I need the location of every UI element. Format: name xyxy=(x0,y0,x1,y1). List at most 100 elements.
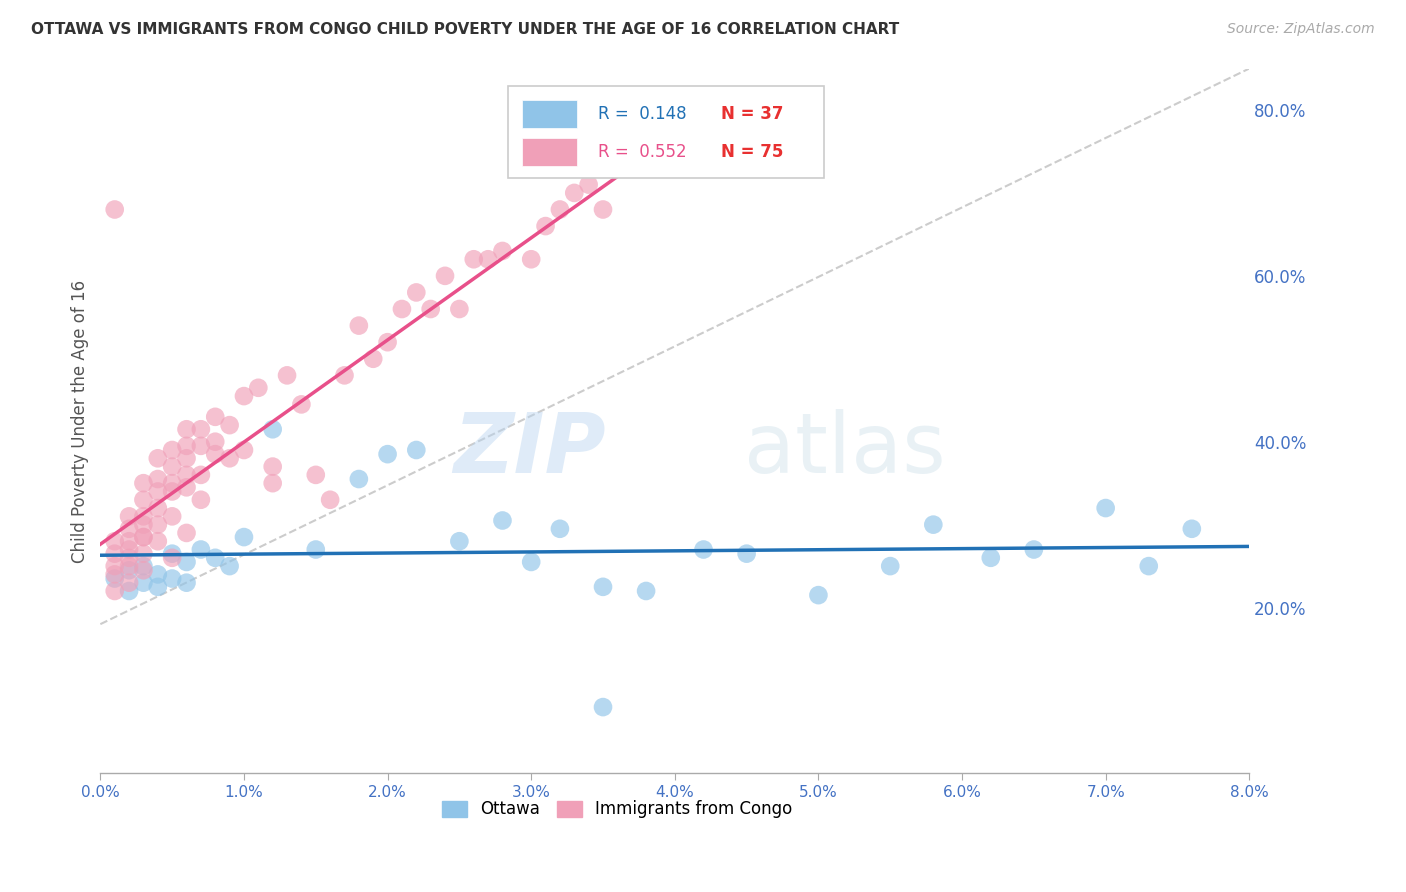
Point xyxy=(449,301,471,316)
Point xyxy=(132,476,155,491)
Point xyxy=(104,534,127,549)
Point xyxy=(132,547,155,561)
Point xyxy=(290,397,312,411)
Point xyxy=(262,459,284,474)
Text: R =  0.148: R = 0.148 xyxy=(598,104,686,122)
Point xyxy=(204,447,226,461)
Bar xyxy=(522,100,576,128)
Text: N = 75: N = 75 xyxy=(721,143,783,161)
Point xyxy=(1094,501,1116,516)
Point xyxy=(132,492,155,507)
Point xyxy=(477,252,499,267)
Point xyxy=(592,580,614,594)
Bar xyxy=(522,138,576,166)
Point xyxy=(463,252,485,267)
Text: R =  0.552: R = 0.552 xyxy=(598,143,686,161)
Point xyxy=(636,584,658,599)
Point xyxy=(176,439,198,453)
Point xyxy=(104,572,127,586)
Point xyxy=(233,389,256,403)
Text: Source: ZipAtlas.com: Source: ZipAtlas.com xyxy=(1227,22,1375,37)
Point xyxy=(118,522,141,536)
Point xyxy=(118,534,141,549)
Point xyxy=(160,442,183,457)
Point xyxy=(391,301,413,316)
Point xyxy=(218,559,240,574)
Point xyxy=(190,467,212,482)
Text: N = 37: N = 37 xyxy=(721,104,783,122)
Point xyxy=(534,219,557,233)
Point xyxy=(104,547,127,561)
Point xyxy=(262,476,284,491)
Point xyxy=(434,268,457,283)
Point xyxy=(1137,559,1160,574)
Point xyxy=(449,534,471,549)
Point xyxy=(233,530,256,544)
Point xyxy=(361,351,384,366)
Point xyxy=(118,575,141,590)
Point xyxy=(204,434,226,449)
Point xyxy=(520,555,543,569)
Point xyxy=(160,459,183,474)
Point xyxy=(132,509,155,524)
Point xyxy=(692,542,714,557)
Text: ZIP: ZIP xyxy=(453,409,606,490)
Y-axis label: Child Poverty Under the Age of 16: Child Poverty Under the Age of 16 xyxy=(72,279,89,563)
Point xyxy=(548,202,571,217)
Point xyxy=(104,202,127,217)
Point xyxy=(146,567,169,582)
Point xyxy=(176,467,198,482)
Text: atlas: atlas xyxy=(744,409,945,490)
Point xyxy=(1022,542,1045,557)
Point xyxy=(305,542,328,557)
Point xyxy=(176,525,198,540)
Point xyxy=(118,509,141,524)
Point xyxy=(132,530,155,544)
Point xyxy=(132,575,155,590)
Point xyxy=(491,244,513,258)
Point xyxy=(276,368,298,383)
Point xyxy=(548,522,571,536)
Point xyxy=(160,484,183,499)
Point xyxy=(204,409,226,424)
Point xyxy=(146,501,169,516)
Point xyxy=(104,584,127,599)
Point xyxy=(218,451,240,466)
Point xyxy=(146,517,169,532)
Point xyxy=(347,472,370,486)
Legend: Ottawa, Immigrants from Congo: Ottawa, Immigrants from Congo xyxy=(436,794,799,825)
Point xyxy=(592,700,614,714)
Point xyxy=(190,492,212,507)
Point xyxy=(980,550,1002,565)
Point xyxy=(176,480,198,494)
Text: OTTAWA VS IMMIGRANTS FROM CONGO CHILD POVERTY UNDER THE AGE OF 16 CORRELATION CH: OTTAWA VS IMMIGRANTS FROM CONGO CHILD PO… xyxy=(31,22,900,37)
Point xyxy=(247,381,270,395)
Point xyxy=(190,542,212,557)
Point xyxy=(132,559,155,574)
Point xyxy=(922,517,945,532)
Point xyxy=(578,178,600,192)
Point xyxy=(319,492,342,507)
Point xyxy=(305,467,328,482)
Point xyxy=(132,530,155,544)
Point xyxy=(377,447,399,461)
Point xyxy=(146,484,169,499)
Point xyxy=(879,559,901,574)
Point xyxy=(190,422,212,436)
Point xyxy=(146,534,169,549)
Point xyxy=(118,550,141,565)
Point xyxy=(405,442,427,457)
FancyBboxPatch shape xyxy=(508,87,824,178)
Point xyxy=(104,567,127,582)
Point xyxy=(520,252,543,267)
Point xyxy=(592,202,614,217)
Point xyxy=(160,572,183,586)
Point xyxy=(118,559,141,574)
Point xyxy=(377,335,399,350)
Point xyxy=(204,550,226,565)
Point xyxy=(146,472,169,486)
Point xyxy=(118,542,141,557)
Point xyxy=(333,368,356,383)
Point xyxy=(176,451,198,466)
Point xyxy=(735,547,758,561)
